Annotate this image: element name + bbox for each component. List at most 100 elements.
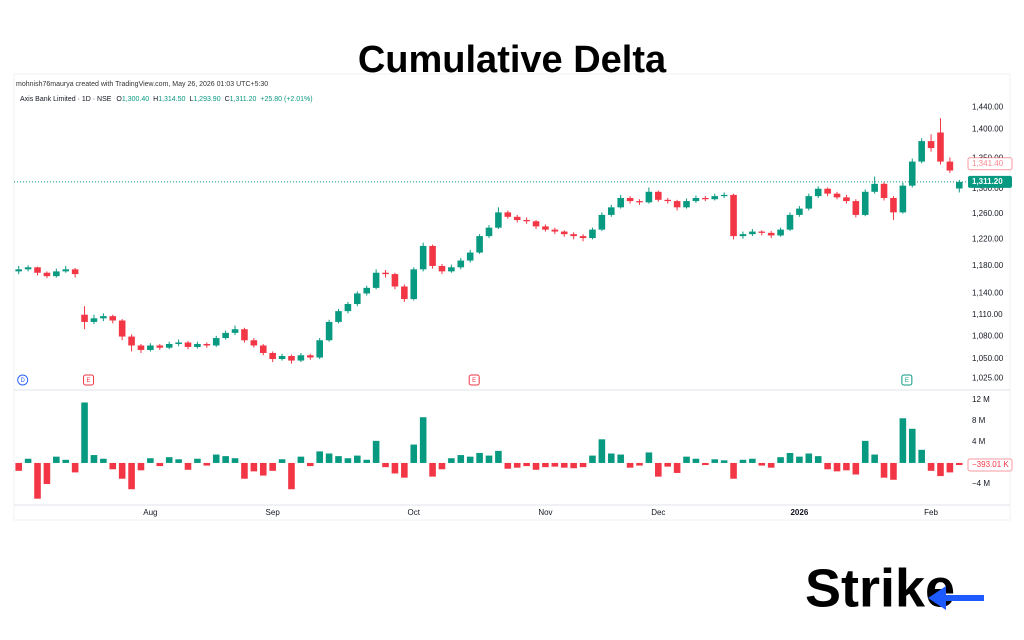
delta-bar (419, 417, 427, 463)
delta-bar (720, 460, 728, 463)
c-value: 1,311.20 (230, 96, 257, 103)
delta-bar (655, 462, 662, 477)
candle-body (956, 181, 963, 189)
delta-bar (344, 458, 352, 463)
candle-body (861, 191, 869, 215)
candle-body (843, 197, 850, 202)
candle-body (109, 316, 117, 321)
candle-body (495, 212, 502, 228)
candle-body (372, 272, 380, 288)
candle-body (43, 272, 51, 277)
y-tick-label: 1,300.00 (972, 184, 1004, 193)
candle-body (645, 191, 653, 203)
delta-bar (673, 462, 681, 473)
candle-body (165, 343, 173, 348)
candle-body (241, 329, 248, 341)
ref-price-tag (967, 157, 1013, 171)
candle-body (673, 201, 681, 208)
candle-body (542, 226, 549, 230)
candle-body (259, 345, 267, 353)
candle-body (636, 201, 643, 203)
candle-body (683, 201, 690, 208)
candle-body (767, 232, 775, 236)
delta-bar (316, 451, 323, 463)
delta-bar (617, 454, 624, 463)
delta-bar (852, 462, 860, 475)
delta-bar (598, 439, 606, 463)
delta-bar (636, 462, 643, 466)
delta-bar (805, 453, 813, 463)
delta-bar (607, 453, 615, 463)
l-label: L (189, 96, 193, 103)
delta-bar (466, 456, 474, 463)
x-tick-label: 2026 (790, 508, 808, 517)
candle-body (184, 342, 192, 347)
candle-body (664, 199, 672, 202)
y-tick-label: 1,140.00 (972, 289, 1004, 298)
candle-body (438, 265, 446, 272)
delta-bar (711, 459, 719, 463)
y-tick-label: 1,260.00 (972, 209, 1004, 218)
candle-body (147, 345, 154, 350)
delta-tick-label: 4 M (972, 437, 986, 446)
candle-body (824, 188, 831, 194)
candle-body (626, 197, 634, 202)
delta-bar (175, 459, 182, 463)
candle-body (156, 345, 164, 348)
delta-bar (767, 462, 775, 468)
delta-bar (137, 462, 145, 471)
y-tick-label: 1,025.00 (972, 373, 1004, 382)
event-label: E (472, 378, 476, 384)
candle-body (306, 355, 314, 358)
candle-body (946, 161, 954, 171)
event-label: E (905, 378, 909, 384)
candle-body (344, 304, 352, 312)
attribution: mohnish76maurya created with TradingView… (16, 81, 268, 88)
event-badge (83, 374, 95, 386)
candle-body (419, 245, 427, 270)
delta-bar (664, 462, 672, 467)
delta-bar (259, 462, 267, 476)
candle-body (62, 269, 70, 272)
delta-bar (890, 462, 897, 480)
delta-bar (401, 462, 408, 478)
y-tick-label: 1,220.00 (972, 234, 1004, 243)
delta-bar (758, 462, 766, 466)
x-tick-label: Dec (651, 508, 665, 517)
delta-bar (128, 462, 135, 490)
o-label: O (116, 96, 122, 103)
candle-body (335, 311, 342, 322)
candle-body (34, 267, 41, 273)
x-tick-label: Nov (538, 508, 552, 517)
candle-body (297, 355, 305, 361)
delta-bar (927, 462, 935, 471)
delta-last-tag (967, 458, 1013, 472)
candle-body (448, 267, 455, 272)
delta-last-label: −393.01 K (972, 460, 1009, 469)
h-value: 1,314.50 (158, 96, 185, 103)
y-tick-label: 1,180.00 (972, 261, 1004, 270)
delta-bar (626, 462, 634, 468)
delta-bar (645, 452, 653, 463)
delta-bar (15, 462, 22, 471)
delta-bar (702, 462, 709, 466)
candle-body (278, 355, 286, 360)
delta-bar (212, 454, 220, 463)
delta-bar (410, 444, 418, 463)
delta-bar (532, 462, 540, 470)
delta-bar (495, 450, 502, 463)
candle-body (532, 221, 540, 227)
brand-logo: Strike (805, 558, 955, 618)
candle-body (560, 231, 568, 235)
delta-bar (523, 462, 530, 467)
delta-bar (730, 462, 737, 479)
delta-bar (880, 462, 888, 478)
candle-body (476, 236, 483, 253)
candle-body (71, 269, 79, 275)
delta-bar (457, 455, 465, 463)
event-label: D (21, 378, 26, 384)
delta-bar (156, 462, 164, 467)
candle-body (203, 343, 211, 346)
candle-body (579, 236, 587, 239)
